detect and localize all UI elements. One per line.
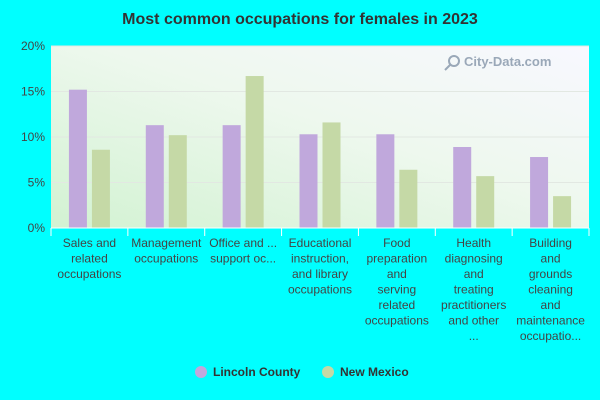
bar-new-mexico[interactable] (322, 122, 341, 228)
gridlines (51, 45, 589, 183)
y-axis-ticks: 0% 5% 10% 15% 20% (21, 39, 45, 235)
bar-lincoln-county[interactable] (376, 134, 395, 228)
bar-new-mexico[interactable] (91, 149, 110, 228)
x-category-label: Health diagnosing and treating practitioners… (441, 236, 506, 343)
x-category-label: Food preparation and serving related occupati… (365, 236, 429, 328)
x-category-label: Building and grounds cleaning and maintenance… (516, 236, 585, 343)
bar-lincoln-county[interactable] (299, 134, 318, 228)
y-tick-label: 5% (28, 176, 46, 190)
bar-lincoln-county[interactable] (453, 147, 472, 228)
legend-label: New Mexico (340, 365, 409, 379)
x-category-label: Office and ... support oc... (209, 236, 277, 266)
legend-swatch (195, 366, 207, 378)
y-tick-label: 20% (21, 39, 45, 53)
watermark: City-Data.com (444, 54, 551, 71)
x-category-label: Sales and related occupations (57, 236, 121, 281)
y-tick-label: 10% (21, 130, 45, 144)
bar-lincoln-county[interactable] (222, 125, 241, 228)
bar-new-mexico[interactable] (476, 176, 495, 228)
y-tick-label: 0% (28, 221, 46, 235)
legend-label: Lincoln County (213, 365, 301, 379)
x-axis: Sales and related occupations Management occ… (50, 227, 590, 343)
x-category-label: Educational instruction, and library occupa… (288, 236, 352, 297)
bar-lincoln-county[interactable] (145, 125, 164, 228)
watermark-search-icon (448, 55, 460, 67)
x-category-label: Management occupations (131, 236, 202, 266)
bar-new-mexico[interactable] (399, 169, 418, 228)
watermark-search-icon-handle (444, 64, 451, 71)
bar-new-mexico[interactable] (553, 196, 572, 228)
legend-swatch (322, 366, 334, 378)
bar-lincoln-county[interactable] (68, 89, 87, 229)
bars (68, 76, 572, 229)
bar-lincoln-county[interactable] (530, 157, 549, 228)
y-tick-label: 15% (21, 85, 45, 99)
chart-title: Most common occupations for females in 2… (122, 11, 478, 28)
legend: Lincoln County New Mexico (195, 365, 409, 379)
watermark-text: City-Data.com (464, 54, 551, 69)
bar-new-mexico[interactable] (168, 135, 187, 228)
bar-new-mexico[interactable] (245, 76, 264, 228)
